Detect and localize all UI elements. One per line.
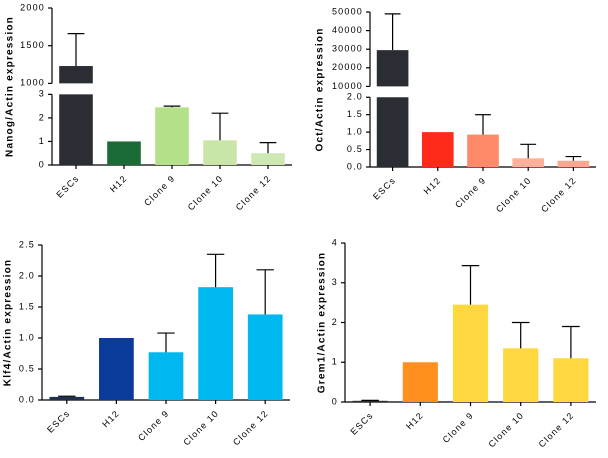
y-tick-label: 2.0 — [19, 270, 35, 280]
x-tick-label: ESCs — [371, 175, 398, 202]
bar — [155, 107, 189, 165]
bar — [59, 66, 93, 84]
y-tick-label: 1 — [332, 357, 338, 367]
x-tick-label: Clone 12 — [234, 173, 273, 212]
y-tick-label: 2.5 — [19, 239, 35, 249]
x-tick-label: Clone 10 — [186, 173, 225, 212]
x-tick-label: H12 — [100, 408, 121, 429]
bar — [452, 304, 489, 402]
x-tick-label: ESCs — [45, 408, 72, 435]
y-tick-label: 0.5 — [347, 144, 363, 154]
y-tick-label: 40000 — [332, 25, 363, 35]
y-tick-label: 4 — [332, 237, 338, 247]
y-tick-label: 30000 — [332, 44, 363, 54]
x-tick-label: H12 — [404, 410, 425, 431]
x-tick-label: Clone 9 — [142, 173, 177, 208]
y-axis-label: Grem1/Actin expression — [317, 252, 328, 393]
bar — [503, 348, 539, 402]
x-tick-label: Clone 12 — [539, 175, 578, 214]
y-tick-label: 3 — [332, 277, 338, 287]
bar — [203, 140, 237, 165]
bar — [59, 94, 93, 165]
y-tick-label: 0 — [39, 159, 45, 169]
bar — [467, 134, 499, 167]
y-tick-label: 20000 — [332, 62, 363, 72]
bar — [198, 287, 233, 400]
bar — [107, 141, 141, 165]
x-tick-label: Clone 12 — [231, 408, 270, 447]
y-axis-label: Nanog/Actin expression — [5, 16, 16, 157]
bar — [376, 50, 409, 87]
x-tick-label: Clone 9 — [136, 408, 171, 443]
y-axis-label: Oct/Actin expression — [315, 27, 326, 151]
bar — [99, 338, 134, 400]
bar — [352, 400, 388, 402]
bar — [553, 358, 589, 402]
x-tick-label: ESCs — [348, 410, 375, 437]
bar — [421, 132, 454, 167]
y-tick-label: 1000 — [20, 78, 45, 88]
bar — [402, 362, 438, 402]
x-tick-label: ESCs — [54, 173, 81, 200]
y-tick-label: 0 — [332, 396, 338, 406]
y-tick-label: 2.0 — [347, 92, 363, 102]
y-tick-label: 1500 — [20, 40, 45, 50]
x-tick-label: Clone 10 — [486, 410, 525, 449]
bar — [148, 352, 184, 400]
y-tick-label: 2 — [39, 112, 45, 122]
y-tick-label: 1.5 — [347, 109, 363, 119]
x-tick-label: Clone 10 — [181, 408, 220, 447]
y-tick-label: 10000 — [332, 81, 363, 91]
y-tick-label: 1.0 — [347, 127, 363, 137]
x-tick-label: Clone 9 — [453, 175, 488, 210]
y-tick-label: 3 — [39, 89, 45, 99]
y-tick-label: 0.5 — [19, 363, 35, 373]
y-axis-label: Klf4/Actin expression — [3, 259, 14, 386]
x-tick-label: H12 — [422, 175, 443, 196]
y-tick-label: 1.5 — [19, 301, 35, 311]
y-tick-label: 1.0 — [19, 332, 35, 342]
y-tick-label: 1 — [39, 136, 45, 146]
y-tick-label: 2 — [332, 317, 338, 327]
x-tick-label: H12 — [108, 173, 129, 194]
bar — [376, 97, 409, 167]
bar — [247, 314, 283, 400]
bar — [251, 153, 285, 165]
bar — [512, 158, 545, 167]
y-tick-label: 50000 — [332, 6, 363, 16]
y-tick-label: 2000 — [20, 2, 45, 12]
bar — [49, 396, 85, 400]
y-tick-label: 0.0 — [19, 394, 35, 404]
x-tick-label: Clone 12 — [537, 410, 576, 449]
y-tick-label: 0.0 — [347, 161, 363, 171]
x-tick-label: Clone 10 — [494, 175, 533, 214]
x-tick-label: Clone 9 — [441, 410, 476, 445]
bar — [557, 160, 590, 167]
